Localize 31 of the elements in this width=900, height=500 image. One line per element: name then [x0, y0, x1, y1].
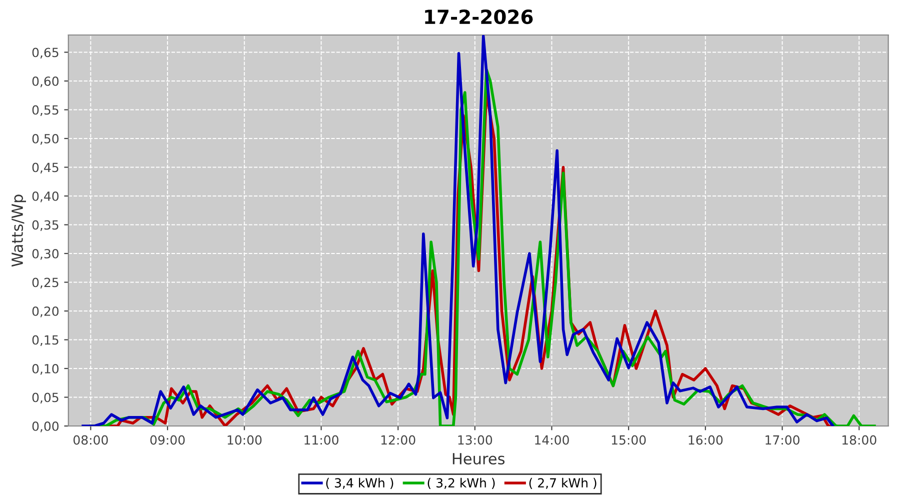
- x-tick-label: 09:00: [150, 435, 185, 445]
- y-tick-label: 0,00: [32, 421, 59, 432]
- y-tick-label: 0,40: [32, 191, 59, 202]
- x-tick-label: 18:00: [842, 435, 876, 445]
- y-tick-label: 0,05: [32, 392, 58, 404]
- x-tick-label: 14:00: [535, 435, 569, 445]
- x-tick-label: 11:00: [304, 435, 338, 445]
- x-tick-label: 17:00: [766, 435, 800, 445]
- legend-label: ( 3,4 kWh ): [326, 478, 394, 490]
- y-tick-label: 0,25: [32, 278, 58, 288]
- y-tick-label: 0,15: [32, 335, 58, 346]
- x-axis-title: Heures: [452, 453, 505, 465]
- y-tick-label: 0,65: [32, 48, 58, 58]
- x-tick-label: 15:00: [612, 435, 646, 445]
- y-tick-label: 0,60: [32, 76, 59, 88]
- x-tick-label: 16:00: [688, 435, 723, 445]
- y-tick-label: 0,55: [32, 105, 58, 116]
- legend-label: ( 2,7 kWh ): [529, 478, 596, 490]
- x-tick-label: 12:00: [381, 435, 416, 445]
- x-tick-label: 13:00: [458, 435, 492, 445]
- chart-title: 17-2-2026: [425, 9, 533, 24]
- y-tick-label: 0,45: [32, 162, 58, 174]
- y-tick-label: 0,30: [32, 248, 59, 260]
- y-tick-label: 0,35: [32, 220, 58, 231]
- y-tick-label: 0,20: [32, 306, 59, 318]
- legend-label: ( 3,2 kWh ): [428, 478, 495, 490]
- y-axis-title: Watts/Wp: [12, 194, 26, 267]
- x-tick-label: 08:00: [73, 435, 108, 445]
- y-tick-label: 0,10: [32, 364, 59, 375]
- y-tick-label: 0,50: [32, 134, 59, 145]
- x-tick-label: 10:00: [228, 435, 262, 445]
